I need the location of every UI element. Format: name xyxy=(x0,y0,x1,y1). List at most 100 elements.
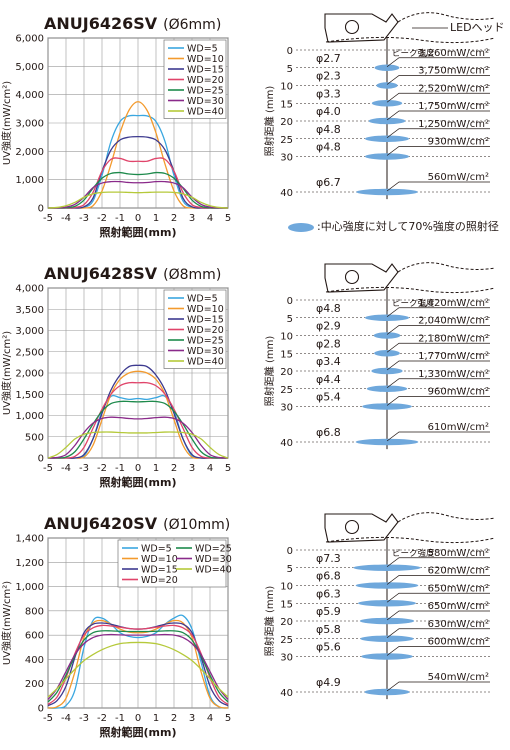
y-tick-label: 0 xyxy=(38,454,44,465)
led-head-bottom-dashed xyxy=(325,36,496,44)
led-head-bottom-dashed xyxy=(325,286,496,294)
distance-tick-label: 30 xyxy=(280,153,293,164)
spot-diameter-label: φ2.8 xyxy=(316,337,341,350)
y-tick-label: 3,500 xyxy=(15,305,44,316)
peak-leader-line xyxy=(386,557,490,568)
x-tick-label: 2 xyxy=(171,713,177,724)
legend-label: WD=10 xyxy=(187,304,224,315)
spot-ellipse xyxy=(364,314,410,321)
x-tick-label: 4 xyxy=(207,713,213,724)
spot-diameter-label: φ7.3 xyxy=(316,552,341,565)
spot-ellipse xyxy=(355,438,419,446)
x-axis-label: 照射範囲(mm) xyxy=(100,475,177,489)
distance-tick-label: 5 xyxy=(287,314,293,325)
spot-diameter-label: φ4.8 xyxy=(316,123,341,136)
series-line-wd15 xyxy=(47,364,228,459)
peak-intensity-label: 560mW/cm² xyxy=(428,172,489,183)
y-tick-label: 1,200 xyxy=(15,558,44,569)
spot-ellipse xyxy=(356,188,418,196)
distance-tick-label: 5 xyxy=(287,564,293,575)
x-tick-label: 0 xyxy=(135,213,141,224)
peak-intensity-label: 3,260mW/cm² xyxy=(418,48,489,59)
spot-ellipse xyxy=(371,367,403,375)
led-head-outline xyxy=(324,513,399,543)
peak-leader-line xyxy=(386,646,490,656)
peak-intensity-label: 540mW/cm² xyxy=(428,672,489,683)
x-tick-label: -5 xyxy=(43,713,53,724)
distance-tick-label: 20 xyxy=(280,117,293,128)
spot-diameter-label: φ4.9 xyxy=(316,676,341,689)
peak-intensity-label: 2,040mW/cm² xyxy=(418,316,489,327)
peak-intensity-label: 2,180mW/cm² xyxy=(418,333,489,344)
peak-leader-line xyxy=(386,610,490,621)
chart-subtitle: (Ø8mm) xyxy=(163,267,222,283)
y-axis-label: UV強度(mW/cm²) xyxy=(0,331,13,415)
distance-axis-label: 照射距離 (mm) xyxy=(263,336,276,407)
distance-tick-label: 30 xyxy=(280,653,293,664)
x-tick-label: -1 xyxy=(115,713,125,724)
legend-label: WD=30 xyxy=(195,554,232,565)
peak-intensity-label: 630mW/cm² xyxy=(428,619,489,630)
led-cable-dashed xyxy=(397,512,496,523)
y-tick-label: 1,000 xyxy=(15,175,44,186)
legend-label: WD=15 xyxy=(187,65,224,76)
distance-tick-label: 25 xyxy=(280,135,293,146)
spot-ellipse xyxy=(361,653,413,660)
peak-leader-line xyxy=(386,628,490,639)
y-axis-label: UV強度(mW/cm²) xyxy=(0,81,13,165)
chart-subtitle: (Ø10mm) xyxy=(163,517,231,533)
x-tick-label: -5 xyxy=(43,463,53,474)
chart-subtitle: (Ø6mm) xyxy=(163,17,222,33)
y-tick-label: 3,000 xyxy=(15,326,44,337)
x-tick-label: -1 xyxy=(115,463,125,474)
peak-leader-line xyxy=(386,110,490,121)
distance-tick-label: 30 xyxy=(280,403,293,414)
spot-ellipse xyxy=(364,688,410,696)
spot-diameter-label: φ4.8 xyxy=(316,141,341,154)
y-tick-label: 500 xyxy=(25,432,44,443)
peak-leader-line xyxy=(386,681,490,692)
y-tick-label: 2,000 xyxy=(15,147,44,158)
series-line-wd25 xyxy=(47,171,229,209)
distance-tick-label: 10 xyxy=(280,332,293,343)
spot-diameter-label: φ2.3 xyxy=(316,70,341,83)
series-line-wd40 xyxy=(47,191,229,209)
x-tick-label: 4 xyxy=(207,463,213,474)
led-head-lens-icon xyxy=(344,519,360,535)
chart-title: ANUJ6426SV (Ø6mm) xyxy=(44,14,222,33)
distance-tick-label: 0 xyxy=(287,296,293,307)
x-tick-label: -2 xyxy=(97,713,107,724)
peak-leader-line xyxy=(386,342,490,353)
peak-intensity-label: 3,750mW/cm² xyxy=(418,66,489,77)
spot-legend-text: :中心強度に対して70%強度の照射径 xyxy=(317,220,499,233)
led-head-outline xyxy=(324,263,399,293)
legend-label: WD=15 xyxy=(141,565,178,576)
x-tick-label: -3 xyxy=(79,713,89,724)
x-axis-label: 照射範囲(mm) xyxy=(100,225,177,239)
legend-label: WD=20 xyxy=(141,575,178,586)
spot-diameter-diagram: 0 5 10 15 20 25 30 40 照射距離 (mm) φ7.3 580mW/cm²ピーク強… xyxy=(263,512,496,700)
peak-leader-line xyxy=(386,181,490,192)
spot-diameter-label: φ5.4 xyxy=(316,391,341,404)
spot-diameter-label: φ6.7 xyxy=(316,176,341,189)
series-line-wd30 xyxy=(47,180,229,209)
distance-tick-label: 25 xyxy=(280,635,293,646)
x-tick-label: -4 xyxy=(61,463,71,474)
legend-label: WD=20 xyxy=(187,325,224,336)
legend-label: WD=15 xyxy=(187,315,224,326)
legend-label: WD=10 xyxy=(187,54,224,65)
peak-intensity-label: 620mW/cm² xyxy=(428,566,489,577)
irradiance-line-chart: 0 500 1,000 1,500 2,000 2,500 3,000 3,500 4,000 -… xyxy=(0,284,231,490)
spot-diameter-label: φ6.8 xyxy=(316,426,341,439)
peak-intensity-label: 930mW/cm² xyxy=(428,137,489,148)
peak-intensity-label: 600mW/cm² xyxy=(428,637,489,648)
x-tick-label: 3 xyxy=(189,713,195,724)
spot-diameter-diagram: LEDヘッド 0 5 10 15 20 25 30 40 照射距離 (mm) φ2.7 3,260mW… xyxy=(263,12,505,200)
spot-diameter-label: φ5.9 xyxy=(316,605,341,618)
y-tick-label: 1,000 xyxy=(15,582,44,593)
legend-label: WD=40 xyxy=(187,357,224,368)
led-head-bottom-dashed xyxy=(325,536,496,544)
distance-tick-label: 0 xyxy=(287,546,293,557)
peak-intensity-label: 610mW/cm² xyxy=(428,422,489,433)
series-line-wd15 xyxy=(47,135,228,209)
